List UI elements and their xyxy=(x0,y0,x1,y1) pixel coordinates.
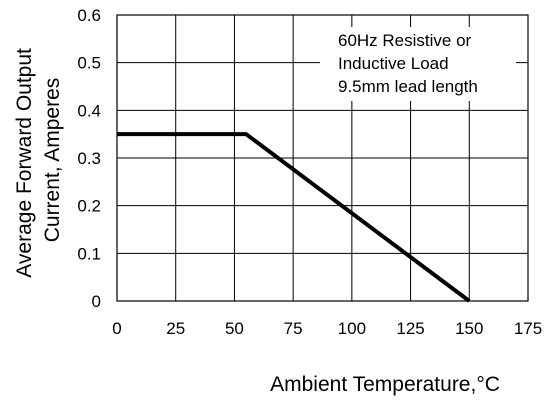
series-line-0 xyxy=(117,132,471,303)
x-tick-label: 125 xyxy=(396,319,424,338)
y-tick-label: 0.4 xyxy=(77,101,101,120)
x-tick-label: 50 xyxy=(225,319,244,338)
y-tick-label: 0 xyxy=(92,292,101,311)
annotation-line-1: 60Hz Resistive or xyxy=(338,31,472,50)
y-axis-ticks: 0 0.1 0.2 0.3 0.4 0.5 0.6 xyxy=(77,6,101,311)
annotation-line-2: Inductive Load xyxy=(338,54,449,73)
y-tick-label: 0.2 xyxy=(77,197,101,216)
x-tick-label: 175 xyxy=(514,319,542,338)
plot-frame xyxy=(116,14,529,302)
y-axis-title-line-1: Average Forward Output xyxy=(13,48,36,278)
annotation: 60Hz Resistive or Inductive Load 9.5mm lea… xyxy=(338,31,478,96)
y-tick-label: 0.1 xyxy=(77,244,101,263)
y-axis-title-line-2: Current, Amperes xyxy=(41,78,64,243)
x-axis-title: Ambient Temperature,°C xyxy=(270,373,500,396)
y-tick-label: 0.3 xyxy=(77,149,101,168)
y-tick-label: 0.5 xyxy=(77,54,101,73)
x-tick-label: 100 xyxy=(338,319,366,338)
x-tick-label: 0 xyxy=(112,319,121,338)
x-tick-label: 25 xyxy=(166,319,185,338)
x-axis-ticks: 0 25 50 75 100 125 150 175 xyxy=(112,319,542,338)
y-axis-title: Average Forward Output Current, Amperes xyxy=(13,42,64,277)
x-tick-label: 75 xyxy=(284,319,303,338)
series-layer xyxy=(117,132,471,303)
x-tick-label: 150 xyxy=(455,319,483,338)
annotation-background xyxy=(320,27,516,101)
y-tick-label: 0.6 xyxy=(77,6,101,25)
annotation-line-3: 9.5mm lead length xyxy=(338,77,478,96)
